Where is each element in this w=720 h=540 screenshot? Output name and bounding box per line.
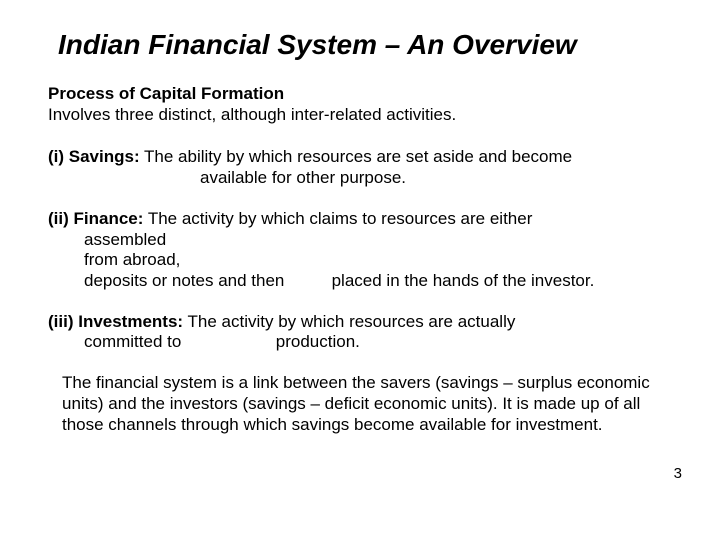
- item-investments-label: (iii) Investments:: [48, 312, 183, 331]
- item-investments-line1: The activity by which resources are actu…: [183, 312, 515, 331]
- item-savings: (i) Savings: The ability by which resour…: [48, 147, 672, 188]
- item-finance-line2: assembled: [48, 230, 672, 251]
- item-savings-line1: The ability by which resources are set a…: [140, 147, 572, 166]
- closing-paragraph: The financial system is a link between t…: [62, 373, 672, 435]
- item-savings-label: (i) Savings:: [48, 147, 140, 166]
- item-finance-label: (ii) Finance:: [48, 209, 143, 228]
- item-finance-line4: deposits or notes and then placed in the…: [48, 271, 672, 292]
- item-investments: (iii) Investments: The activity by which…: [48, 312, 672, 353]
- slide-title: Indian Financial System – An Overview: [58, 30, 672, 61]
- slide-container: Indian Financial System – An Overview Pr…: [0, 0, 720, 540]
- section-lead: Involves three distinct, although inter-…: [48, 104, 672, 125]
- item-finance-line1: The activity by which claims to resource…: [143, 209, 532, 228]
- item-finance: (ii) Finance: The activity by which clai…: [48, 209, 672, 292]
- item-investments-line2: committed to production.: [48, 332, 672, 353]
- item-savings-line2: available for other purpose.: [48, 168, 672, 189]
- item-finance-line3: from abroad,: [48, 250, 672, 271]
- section-subhead: Process of Capital Formation: [48, 83, 672, 104]
- page-number: 3: [674, 465, 682, 482]
